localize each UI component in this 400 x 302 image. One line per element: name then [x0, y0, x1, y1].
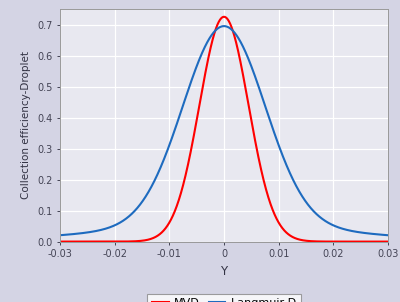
MVD	[222, 15, 226, 19]
Y-axis label: Collection efficiency-Droplet: Collection efficiency-Droplet	[22, 51, 32, 199]
Langmuir D	[198, 56, 202, 60]
Langmuir D	[114, 223, 119, 226]
MVD	[183, 172, 188, 176]
Langmuir D	[95, 229, 100, 233]
X-axis label: Y: Y	[220, 265, 228, 278]
Langmuir D	[386, 233, 390, 237]
MVD	[386, 240, 390, 243]
Langmuir D	[222, 24, 226, 28]
MVD	[198, 100, 202, 104]
Line: MVD: MVD	[60, 17, 388, 242]
Langmuir D	[344, 228, 349, 232]
Langmuir D	[58, 233, 62, 237]
MVD	[95, 240, 100, 243]
MVD	[58, 240, 62, 243]
MVD	[344, 240, 349, 243]
Langmuir D	[183, 95, 188, 99]
Line: Langmuir D: Langmuir D	[60, 26, 388, 235]
Langmuir D	[379, 233, 384, 236]
Legend: MVD, Langmuir D: MVD, Langmuir D	[148, 294, 300, 302]
MVD	[114, 240, 119, 243]
MVD	[379, 240, 384, 243]
